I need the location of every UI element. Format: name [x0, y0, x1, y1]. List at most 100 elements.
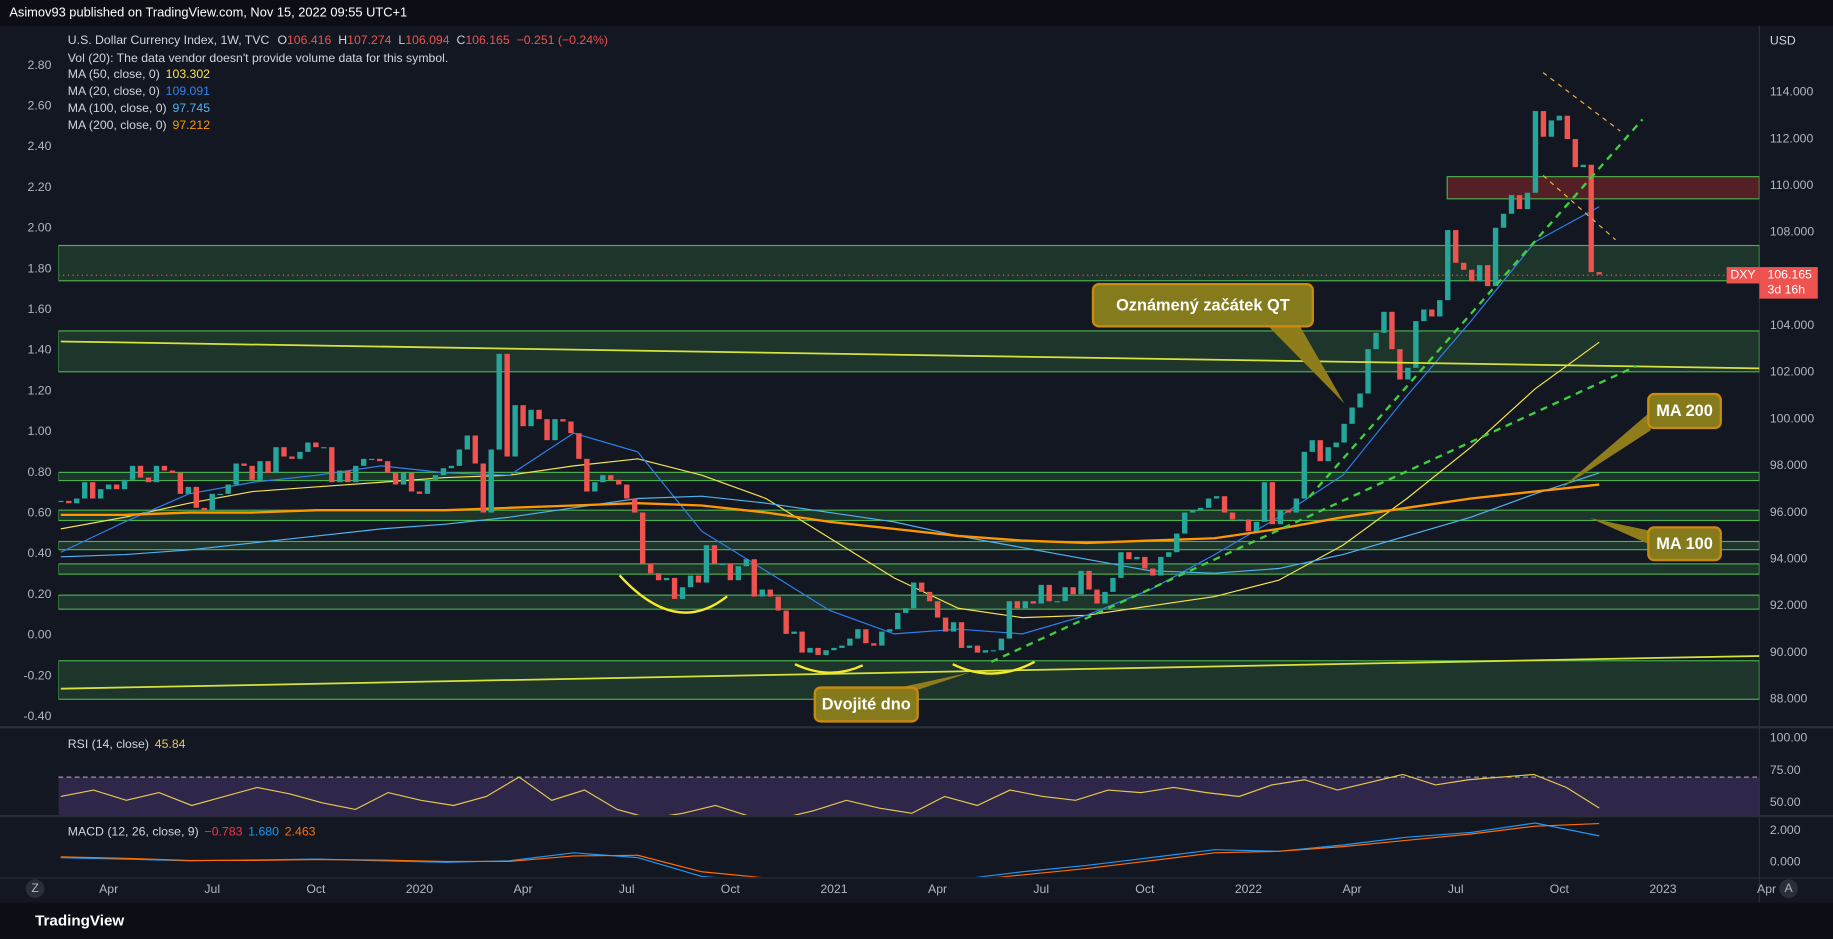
candle [751, 559, 757, 597]
candle [1333, 442, 1339, 448]
candle [440, 468, 447, 476]
candle [934, 601, 941, 618]
moving-average [60, 206, 1600, 635]
legend-value: 1.680 [248, 825, 279, 839]
candle [201, 507, 207, 511]
candle [1548, 120, 1555, 137]
candle [512, 405, 518, 457]
candle [1253, 521, 1260, 532]
price-tag [1726, 267, 1760, 284]
legend-value: 103.302 [166, 67, 211, 81]
legend-name: RSI (14, close) [68, 737, 149, 751]
y-tick-label: 1.60 [28, 302, 52, 316]
candle [719, 563, 726, 566]
candle [1357, 393, 1363, 408]
legend-name: MACD (12, 26, close, 9) [68, 825, 199, 839]
candle [464, 435, 471, 450]
candle [408, 472, 415, 492]
candle [1221, 496, 1228, 513]
candle [1022, 601, 1028, 609]
candle [1142, 556, 1148, 569]
candle [121, 479, 128, 490]
candle [376, 458, 383, 462]
candle [1062, 587, 1068, 602]
candle [783, 610, 789, 634]
candle [703, 545, 710, 583]
candle [855, 629, 861, 639]
candle [1038, 584, 1044, 604]
candle [958, 622, 965, 648]
candle [584, 458, 590, 492]
price-tag-symbol: DXY [1730, 268, 1755, 282]
x-tick-label: Oct [721, 882, 741, 896]
candle [1293, 498, 1299, 513]
candle [1229, 512, 1236, 520]
legend-value: 97.212 [173, 118, 211, 132]
candle [217, 493, 223, 496]
volume-note: Vol (20): The data vendor doesn't provid… [68, 51, 449, 65]
candle [249, 465, 255, 480]
x-tick-label: 2023 [1649, 882, 1676, 896]
zoom-button[interactable] [25, 879, 45, 898]
ohlc-key: H [338, 33, 347, 47]
candle [1405, 367, 1411, 380]
candle [1174, 533, 1180, 553]
candle [1532, 111, 1539, 193]
y-tick-label: 96.000 [1770, 505, 1808, 519]
auto-button-label[interactable]: A [1784, 881, 1793, 895]
callout-text: MA 200 [1656, 402, 1713, 420]
x-tick-label: Apr [1757, 882, 1776, 896]
title: U.S. Dollar Currency Index, 1W, TVC [68, 33, 270, 47]
candle [1261, 482, 1268, 522]
legend-entry: MA (100, close, 0) 97.745 [68, 101, 210, 115]
candle [1277, 510, 1284, 525]
candle [624, 484, 630, 499]
moving-average [60, 483, 1600, 545]
candle [193, 486, 199, 508]
candle [257, 461, 263, 480]
callout-text: Oznámený začátek QT [1116, 297, 1290, 315]
candle [265, 461, 271, 473]
y-tick-label: 94.000 [1770, 551, 1808, 565]
candle [368, 458, 375, 461]
candle [1429, 309, 1435, 317]
rsi-band [58, 777, 1760, 815]
y-tick-label: 2.000 [1770, 823, 1801, 837]
zoom-button-label[interactable]: Z [31, 881, 39, 895]
candle [1182, 512, 1188, 534]
candle [639, 512, 646, 564]
y-tick-label: 2.40 [28, 139, 52, 153]
y-tick-label: 114.000 [1770, 85, 1814, 99]
candle [767, 589, 773, 597]
candle [1070, 587, 1076, 595]
candle [998, 638, 1005, 651]
candle [528, 409, 534, 427]
y-tick-label: -0.20 [23, 668, 51, 682]
x-tick-label: 2022 [1235, 882, 1262, 896]
candle [1197, 507, 1204, 511]
drawings [60, 72, 1760, 690]
y-tick-label: 0.80 [28, 465, 52, 479]
candle [1413, 321, 1419, 368]
candle [887, 629, 893, 632]
candle [775, 596, 781, 611]
candle [1540, 111, 1547, 137]
zone [58, 540, 1760, 551]
y-tick-label: 90.000 [1770, 645, 1808, 659]
y-tick-label: 0.20 [28, 587, 52, 601]
candle [504, 353, 510, 457]
candle [759, 589, 765, 597]
candle [871, 643, 877, 646]
axes: 88.000 90.000 92.000 94.000 96.000 98.000 100.… [23, 58, 1814, 896]
candle [1126, 552, 1132, 560]
candle [74, 498, 80, 504]
candle [1245, 519, 1252, 532]
candle [432, 475, 439, 480]
x-tick-label: Oct [306, 882, 326, 896]
candle [1341, 423, 1347, 443]
candle [496, 353, 502, 450]
candle [552, 419, 558, 441]
auto-button[interactable] [1779, 879, 1798, 898]
candle [82, 482, 88, 499]
y-tick-label: 0.000 [1770, 855, 1801, 869]
